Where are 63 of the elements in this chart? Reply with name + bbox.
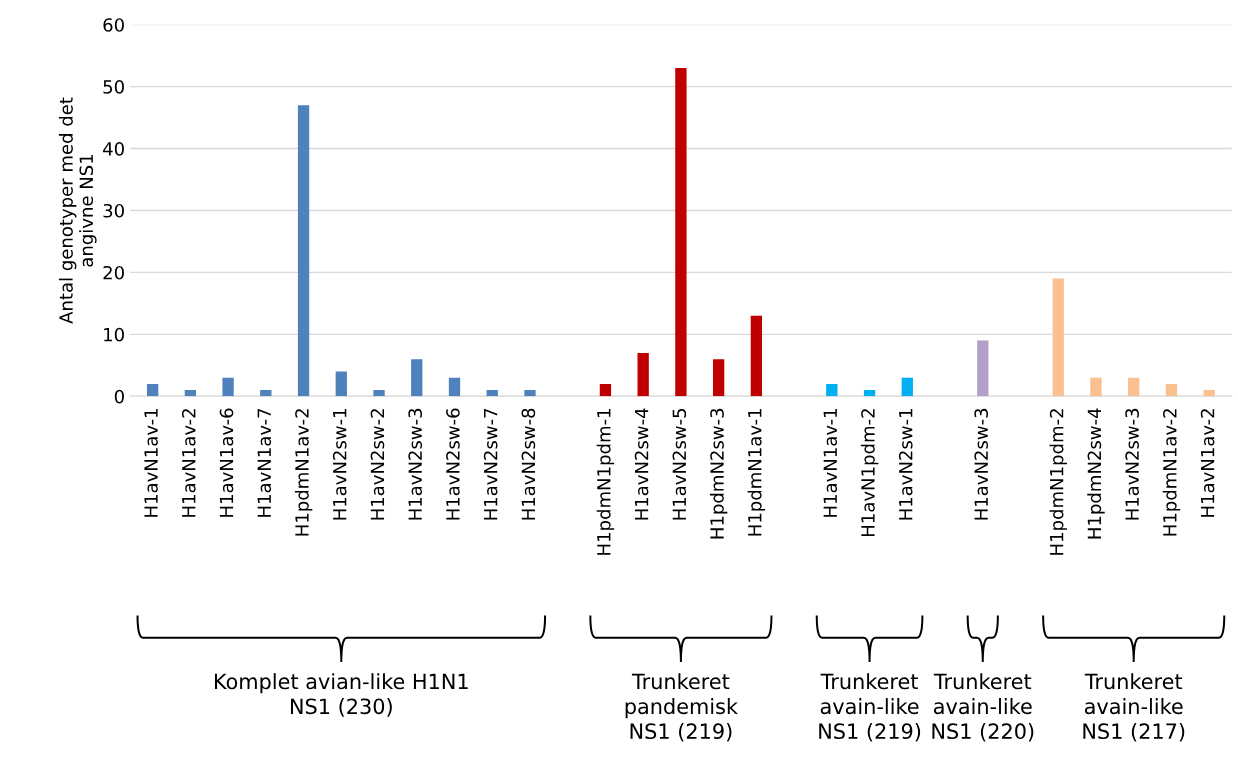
x-tick-label: H1pdmN1av-2 <box>1162 409 1181 536</box>
x-tick-label: H1avN1av-1 <box>144 409 158 517</box>
text: Trunkeret avain-like NS1 (217) <box>1083 673 1185 742</box>
y-tick-label: 30 <box>103 203 124 218</box>
bar <box>222 377 234 397</box>
bar <box>1090 377 1102 397</box>
text: Trunkeret avain-like NS1 (219) <box>819 673 921 742</box>
text: Komplet avian-like H1N1 NS1 (230) <box>214 673 468 717</box>
x-tick-label: H1avN2sw-3 <box>408 408 422 520</box>
x-tick-label: H1avN1av-2 <box>181 409 196 517</box>
x-tick-label: H1avN2sw-7 <box>483 408 498 520</box>
bar <box>637 352 649 397</box>
x-tick-label: H1avN1av-2 <box>1200 409 1215 517</box>
bar <box>750 315 763 397</box>
x-tick-label: H1avN1pdm-2 <box>860 409 879 536</box>
x-tick-label: H1avN2sw-2 <box>370 409 385 520</box>
x-tick-label: H1pdmN2sw-3 <box>709 408 728 539</box>
x-tick-label: H1avN2sw-1 <box>332 409 347 520</box>
x-tick-label: H1avN1av-7 <box>257 408 272 517</box>
x-tick-label: H1pdmN1av-2 <box>294 409 313 536</box>
bar <box>184 390 197 397</box>
x-tick-label: H1avN2sw-3 <box>974 408 989 520</box>
x-tick-label: H1pdmN1pdm-2 <box>1049 409 1067 555</box>
y-tick-label: 50 <box>103 80 124 94</box>
x-tick-label: H1avN1av-6 <box>219 408 234 517</box>
y-tick-label: 0 <box>114 389 124 404</box>
x-tick-label: H1avN2sw-5 <box>672 408 687 520</box>
text: Trunkeret pandemisk NS1 (219) <box>625 673 738 742</box>
bar <box>335 371 347 397</box>
bar <box>411 359 423 397</box>
bar <box>712 359 725 397</box>
x-tick-label: H1avN2sw-3 <box>1125 408 1139 520</box>
y-tick-label: 60 <box>103 18 124 32</box>
bar <box>863 390 876 397</box>
x-tick-label: H1avN1av-1 <box>823 409 838 517</box>
y-tick-label: 10 <box>104 327 124 342</box>
bar <box>1128 377 1140 397</box>
bar <box>1165 383 1178 397</box>
bar <box>599 383 612 397</box>
bar <box>373 390 385 397</box>
bar <box>1203 390 1215 397</box>
y-tick-label: 40 <box>103 142 124 156</box>
bar <box>826 383 838 397</box>
x-tick-label: H1avN2sw-8 <box>521 408 536 520</box>
bar <box>297 105 310 397</box>
bar <box>486 390 498 397</box>
text: Trunkeret avain-like NS1 (220) <box>932 673 1034 742</box>
bar <box>977 340 989 397</box>
x-tick-label: H1pdmN1pdm-1 <box>596 409 615 555</box>
x-tick-label: H1avN2sw-4 <box>634 408 649 520</box>
bar <box>146 383 159 397</box>
bar <box>524 390 536 397</box>
bar <box>260 390 272 397</box>
x-tick-label: H1avN2sw-1 <box>898 409 913 520</box>
x-tick-label: H1avN2sw-6 <box>446 408 460 520</box>
y-axis-title: Antal genotyper med det angivne NS1 <box>58 97 97 324</box>
bar <box>448 377 461 397</box>
bar <box>901 377 913 397</box>
x-tick-label: H1pdmN1av-1 <box>747 409 766 536</box>
bar <box>1052 278 1064 397</box>
y-tick-label: 20 <box>103 265 124 280</box>
x-tick-label: H1pdmN2sw-4 <box>1087 408 1105 539</box>
bar <box>675 68 687 397</box>
